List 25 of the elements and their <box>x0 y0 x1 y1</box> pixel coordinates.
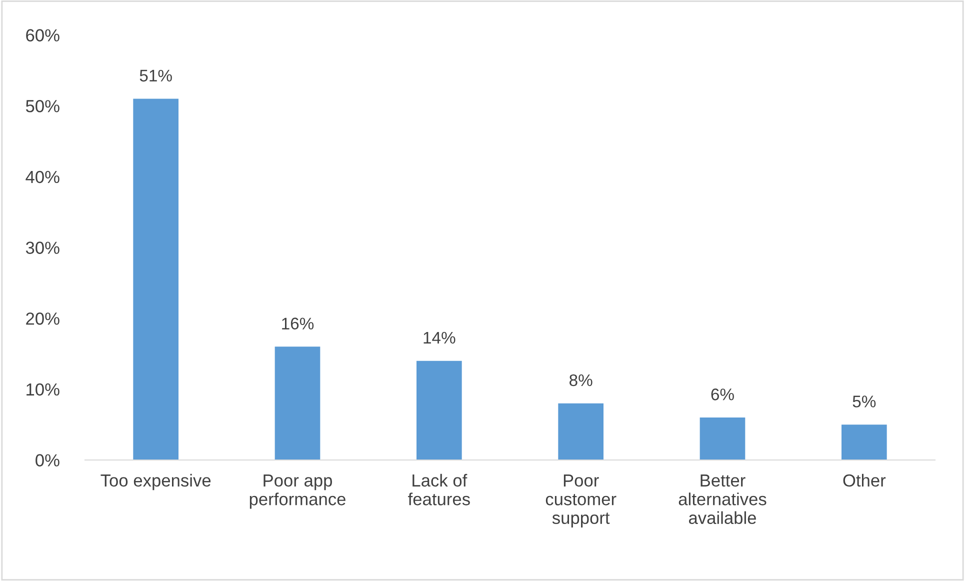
bar <box>133 98 178 460</box>
y-tick-label: 40% <box>26 170 60 184</box>
bar <box>558 403 604 460</box>
x-tick-label: Poor customer support <box>546 474 616 528</box>
x-tick-label: Too expensive <box>100 474 211 490</box>
y-tick-label: 20% <box>26 312 60 325</box>
y-tick-label: 10% <box>26 383 60 396</box>
data-label: 6% <box>711 388 734 400</box>
x-tick-label: Lack of features <box>408 474 470 506</box>
y-tick-label: 50% <box>26 100 60 112</box>
y-tick-label: 0% <box>36 454 60 466</box>
bar <box>274 346 320 460</box>
data-label: 51% <box>140 70 172 82</box>
data-label: 8% <box>570 374 592 386</box>
data-label: 14% <box>424 332 456 344</box>
x-tick-label: Other <box>843 474 886 487</box>
data-label: 5% <box>852 396 876 408</box>
y-tick-label: 30% <box>26 242 60 254</box>
x-tick-label: Poor app performance <box>250 474 346 509</box>
y-tick-label: 60% <box>26 29 60 42</box>
x-tick-label: Better alternatives available <box>678 474 766 524</box>
bar <box>842 424 887 460</box>
bar <box>700 418 746 460</box>
data-label: 16% <box>282 318 314 330</box>
bar <box>416 360 462 460</box>
